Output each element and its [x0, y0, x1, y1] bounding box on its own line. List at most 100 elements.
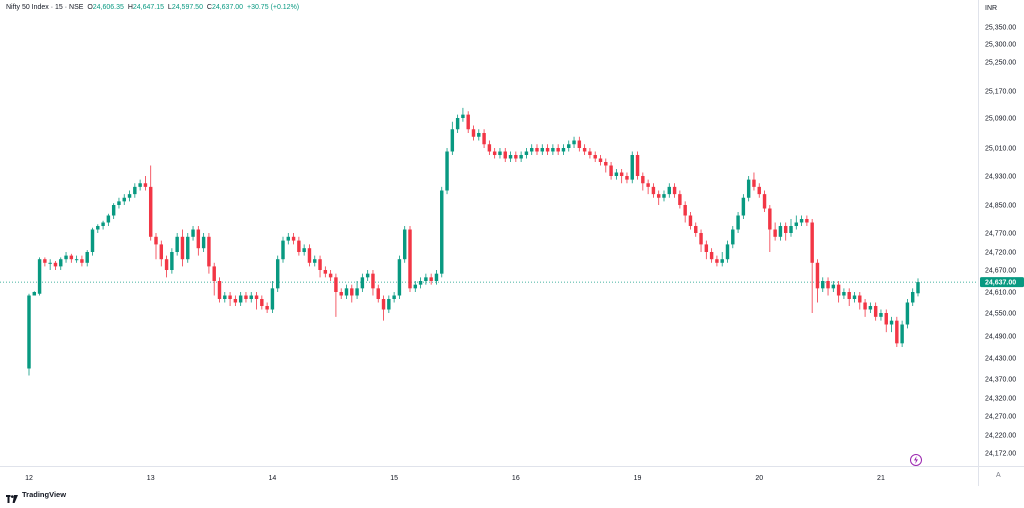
candle[interactable]: [498, 148, 502, 159]
candle[interactable]: [821, 277, 825, 292]
candle[interactable]: [598, 155, 603, 166]
candle[interactable]: [360, 273, 365, 292]
candle[interactable]: [884, 309, 888, 333]
candle[interactable]: [905, 299, 910, 329]
candle[interactable]: [434, 270, 439, 285]
candle[interactable]: [455, 114, 460, 133]
candle[interactable]: [286, 233, 291, 245]
candle[interactable]: [847, 288, 851, 306]
candle[interactable]: [344, 284, 349, 299]
candle[interactable]: [799, 215, 804, 227]
candle[interactable]: [651, 183, 656, 198]
candle[interactable]: [175, 233, 179, 256]
candle[interactable]: [445, 148, 449, 195]
candle[interactable]: [556, 144, 560, 155]
candle[interactable]: [191, 226, 195, 241]
candle[interactable]: [180, 229, 185, 267]
candle[interactable]: [783, 222, 788, 241]
tradingview-logo[interactable]: TradingView: [6, 488, 66, 503]
candle[interactable]: [540, 144, 545, 155]
candle[interactable]: [90, 227, 95, 256]
candle[interactable]: [863, 299, 867, 317]
candle[interactable]: [413, 281, 418, 292]
candle[interactable]: [694, 222, 698, 237]
candle[interactable]: [535, 144, 539, 155]
candle[interactable]: [122, 194, 126, 205]
candle[interactable]: [529, 144, 534, 155]
candle[interactable]: [397, 255, 402, 299]
candle[interactable]: [254, 292, 259, 310]
candle[interactable]: [85, 250, 89, 267]
candle[interactable]: [133, 183, 137, 198]
chart-area[interactable]: [0, 0, 978, 466]
candle[interactable]: [32, 291, 37, 296]
candle[interactable]: [667, 183, 672, 198]
candle[interactable]: [831, 281, 836, 292]
candle[interactable]: [852, 292, 857, 303]
candle[interactable]: [471, 125, 476, 141]
candle[interactable]: [492, 148, 497, 159]
candle[interactable]: [699, 229, 703, 253]
candle[interactable]: [212, 262, 216, 296]
candle[interactable]: [709, 248, 714, 263]
candle[interactable]: [604, 158, 608, 173]
candle[interactable]: [646, 179, 650, 195]
candle[interactable]: [900, 320, 904, 347]
candle[interactable]: [186, 233, 190, 263]
candle[interactable]: [201, 233, 206, 252]
candle[interactable]: [69, 253, 74, 263]
candle[interactable]: [207, 233, 211, 274]
candle[interactable]: [725, 240, 730, 263]
candle[interactable]: [704, 240, 709, 260]
candle[interactable]: [842, 288, 846, 299]
lightning-icon[interactable]: [910, 454, 922, 466]
candle[interactable]: [609, 162, 613, 180]
candle[interactable]: [487, 140, 492, 156]
symbol-label[interactable]: Nifty 50 Index · 15 · NSE: [6, 4, 84, 11]
candle[interactable]: [392, 292, 396, 303]
candle[interactable]: [461, 107, 465, 122]
candle[interactable]: [545, 144, 550, 155]
currency-label[interactable]: INR: [985, 5, 998, 12]
candle[interactable]: [858, 292, 862, 310]
candle[interactable]: [387, 295, 391, 314]
candle[interactable]: [879, 309, 883, 321]
candlestick-plot[interactable]: [0, 0, 978, 466]
candle[interactable]: [117, 197, 121, 209]
candle[interactable]: [641, 172, 645, 191]
candle[interactable]: [662, 190, 666, 202]
candle[interactable]: [418, 277, 423, 289]
candle[interactable]: [281, 236, 285, 263]
candle[interactable]: [244, 292, 248, 303]
candle[interactable]: [524, 148, 529, 159]
candle[interactable]: [424, 273, 428, 285]
candle[interactable]: [275, 255, 280, 292]
candle[interactable]: [752, 172, 756, 191]
candle[interactable]: [789, 219, 793, 237]
candle[interactable]: [302, 244, 306, 256]
candle[interactable]: [429, 273, 433, 285]
candle[interactable]: [778, 222, 783, 241]
candle[interactable]: [111, 203, 116, 219]
candle[interactable]: [551, 144, 555, 155]
candle[interactable]: [715, 255, 719, 267]
candle[interactable]: [270, 281, 275, 313]
candle[interactable]: [805, 215, 809, 227]
candle[interactable]: [873, 302, 878, 321]
candle[interactable]: [572, 136, 576, 148]
candle[interactable]: [196, 226, 201, 256]
candle[interactable]: [688, 212, 693, 230]
candle[interactable]: [567, 140, 571, 152]
candle[interactable]: [741, 194, 746, 219]
candle[interactable]: [74, 255, 79, 263]
candle[interactable]: [101, 220, 105, 230]
candle[interactable]: [381, 295, 386, 321]
candle[interactable]: [588, 148, 592, 159]
candle[interactable]: [371, 270, 375, 296]
candle[interactable]: [313, 255, 317, 267]
candle[interactable]: [59, 257, 63, 270]
candle[interactable]: [773, 222, 777, 241]
time-axis[interactable]: 12131415161920212223: [0, 466, 1007, 486]
candle[interactable]: [678, 190, 682, 209]
candle[interactable]: [402, 226, 407, 263]
